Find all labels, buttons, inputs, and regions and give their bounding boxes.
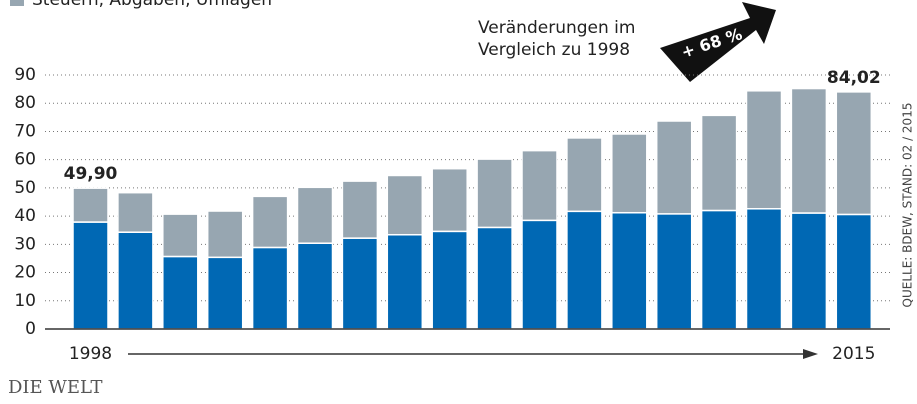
bar-segment xyxy=(835,213,873,330)
bar-segment xyxy=(700,209,738,330)
y-tick-label: 20 xyxy=(14,263,36,283)
bar-segment xyxy=(431,230,468,330)
bar-segment xyxy=(251,195,289,249)
bar-segment xyxy=(655,213,693,330)
bar-segment xyxy=(72,221,109,330)
bar-segment xyxy=(72,187,109,223)
y-tick-label: 30 xyxy=(14,234,36,254)
y-tick-label: 70 xyxy=(14,121,36,141)
bar-segment xyxy=(745,208,783,330)
total-label: 49,90 xyxy=(64,164,118,184)
bar-segment xyxy=(341,180,379,239)
bar-segment xyxy=(566,210,603,330)
y-tick-label: 10 xyxy=(14,291,36,311)
bar-segment xyxy=(566,137,603,213)
bar-segment xyxy=(790,87,828,214)
bar-segment xyxy=(296,242,334,330)
bar-segment xyxy=(655,120,693,215)
time-arrowhead xyxy=(803,349,818,359)
bar-segment xyxy=(521,219,558,330)
bar-segment xyxy=(117,191,154,233)
bar-segment xyxy=(296,186,334,244)
bar-segment xyxy=(476,158,513,229)
bar-segment xyxy=(206,210,244,259)
y-tick-label: 60 xyxy=(14,150,36,170)
source: QUELLE: BDEW, STAND: 02 / 2015 xyxy=(901,103,915,308)
bar-segment xyxy=(162,213,199,258)
bar-segment xyxy=(386,233,424,330)
bar-segment xyxy=(431,167,468,233)
legend-swatch xyxy=(10,0,24,6)
bar-segment xyxy=(835,91,873,216)
change-text: Vergleich zu 1998 xyxy=(478,40,630,60)
bar-segment xyxy=(611,133,648,214)
bar-segment xyxy=(251,246,289,330)
bar-segment xyxy=(386,174,424,236)
y-tick-label: 80 xyxy=(14,93,36,113)
change-text: Veränderungen im xyxy=(478,18,635,38)
legend-label: Steuern, Abgaben, Umlagen xyxy=(32,0,272,10)
y-tick-label: 40 xyxy=(14,206,36,226)
total-label: 84,02 xyxy=(827,68,881,88)
y-tick-label: 50 xyxy=(14,178,36,198)
bar-segment xyxy=(700,114,738,212)
bar-segment xyxy=(117,231,154,330)
bar-segment xyxy=(521,149,558,222)
change-arrow xyxy=(660,2,776,82)
bar-segment xyxy=(206,256,244,330)
bar-segment xyxy=(476,226,513,330)
bar-segment xyxy=(745,90,783,210)
brand: DIE WELT xyxy=(8,377,103,398)
bar-segment xyxy=(162,255,199,330)
bar-segment xyxy=(611,211,648,330)
bar-segment xyxy=(790,212,828,330)
bar-segment xyxy=(341,237,379,330)
x-tick-label: 1998 xyxy=(69,344,112,364)
y-tick-label: 90 xyxy=(14,65,36,85)
x-tick-label: 2015 xyxy=(832,344,875,364)
y-tick-label: 0 xyxy=(25,319,36,339)
